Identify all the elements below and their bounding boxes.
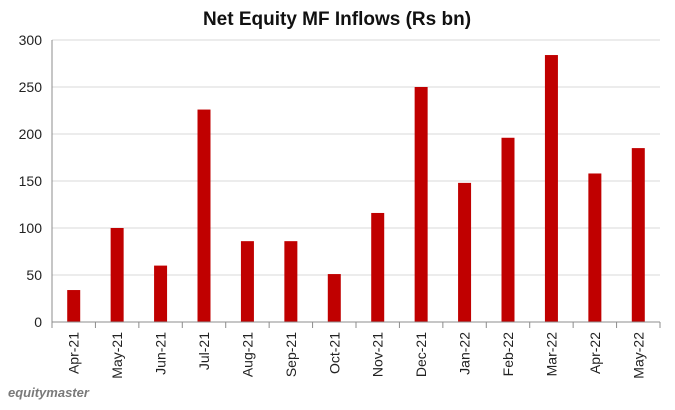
x-tick-label: Mar-22 xyxy=(543,332,559,377)
bars xyxy=(67,55,645,322)
bar-aug-21 xyxy=(240,241,254,322)
bar-jun-21 xyxy=(154,265,168,322)
bar-may-22 xyxy=(631,148,645,322)
x-tick-label: May-21 xyxy=(109,332,125,379)
x-tick-label: Feb-22 xyxy=(500,332,516,377)
bar-mar-22 xyxy=(544,55,558,322)
y-tick-label: 0 xyxy=(34,314,42,330)
y-tick-label: 50 xyxy=(26,267,42,283)
bar-sep-21 xyxy=(284,241,298,322)
bar-apr-21 xyxy=(67,290,81,322)
y-tick-label: 200 xyxy=(19,126,43,142)
x-tick-label: Jun-21 xyxy=(153,332,169,375)
x-tick-label: Jul-21 xyxy=(196,332,212,370)
y-tick-labels: 0 50 100 150 200 250 300 xyxy=(19,32,43,330)
bar-jul-21 xyxy=(197,109,211,322)
x-tick-label: Apr-21 xyxy=(66,332,82,374)
x-tick-label: Dec-21 xyxy=(413,332,429,377)
bar-may-21 xyxy=(110,228,124,322)
y-tick-label: 100 xyxy=(19,220,43,236)
x-tick-label: Aug-21 xyxy=(239,332,255,377)
x-tick-labels: Apr-21 May-21 Jun-21 Jul-21 Aug-21 Sep-21 Oct-… xyxy=(66,332,647,379)
x-tick-label: Oct-21 xyxy=(326,332,342,374)
bar-feb-22 xyxy=(501,137,515,322)
bar-nov-21 xyxy=(371,212,385,322)
y-tick-label: 300 xyxy=(19,32,43,48)
equitymaster-logo-text: equitymaster xyxy=(8,385,89,400)
chart-title: Net Equity MF Inflows (Rs bn) xyxy=(203,9,471,30)
axes xyxy=(51,40,661,328)
gridlines xyxy=(52,39,660,276)
bar-dec-21 xyxy=(414,87,428,322)
y-tick-label: 250 xyxy=(19,79,43,95)
x-tick-label: Sep-21 xyxy=(283,332,299,377)
bar-oct-21 xyxy=(327,274,341,322)
x-tick-label: May-22 xyxy=(630,332,646,379)
bar-apr-22 xyxy=(588,173,602,322)
x-tick-label: Jan-22 xyxy=(457,332,473,375)
x-tick-label: Nov-21 xyxy=(370,332,386,377)
bar-jan-22 xyxy=(458,182,472,322)
x-tick-label: Apr-22 xyxy=(587,332,603,374)
y-tick-label: 150 xyxy=(19,173,43,189)
